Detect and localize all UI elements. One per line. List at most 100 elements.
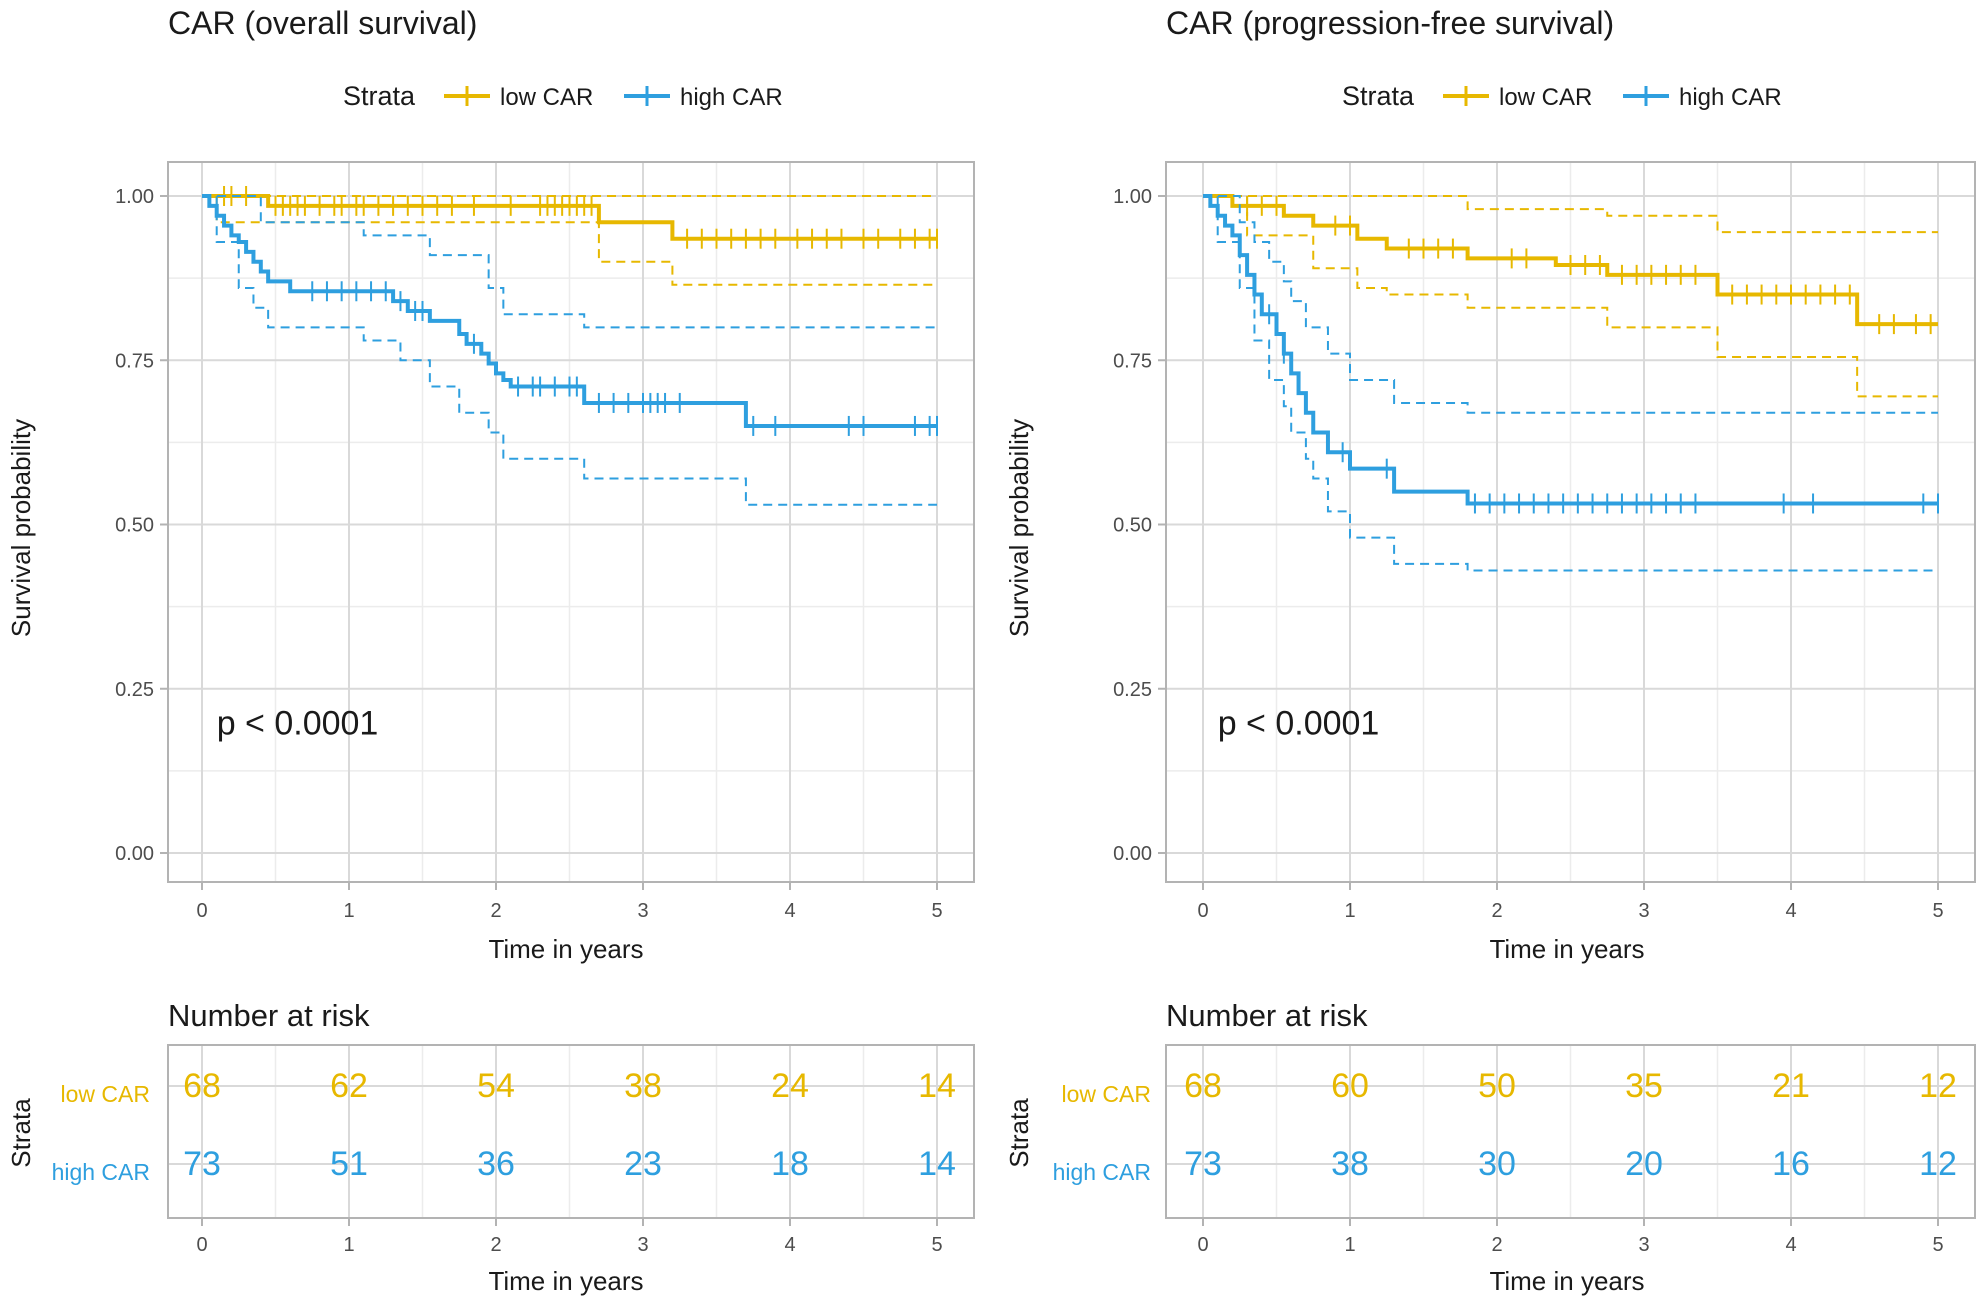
risk-x-axis-label: Time in years [488, 1266, 643, 1296]
risk-count-high: 51 [330, 1145, 368, 1183]
p-value-annotation: p < 0.0001 [1218, 705, 1380, 743]
risk-low-label: low CAR [61, 1081, 150, 1107]
risk-low-label: low CAR [1062, 1081, 1151, 1107]
ci-upper-high [202, 195, 937, 329]
survival-curve-high [1203, 194, 1938, 506]
y-axis-label: Survival probability [1004, 419, 1034, 637]
risk-x-tick-label: 4 [1785, 1234, 1796, 1256]
risk-x-tick-label: 3 [637, 1234, 648, 1256]
x-tick-label: 4 [784, 900, 795, 922]
risk-x-tick-label: 2 [1491, 1234, 1502, 1256]
plot-frame [1165, 161, 1976, 883]
plot-frame [167, 161, 975, 883]
legend-low-label: low CAR [500, 84, 593, 111]
risk-count-high: 16 [1772, 1145, 1810, 1183]
risk-x-axis-label: Time in years [1489, 1266, 1644, 1296]
risk-x-tick-label: 1 [343, 1234, 354, 1256]
x-tick-label: 3 [1638, 900, 1649, 922]
risk-x-tick-label: 5 [931, 1234, 942, 1256]
risk-count-low: 60 [1331, 1067, 1369, 1105]
risk-count-high: 14 [918, 1145, 956, 1183]
risk-x-tick-label: 0 [196, 1234, 207, 1256]
risk-count-low: 68 [183, 1067, 221, 1105]
y-tick-label: 0.00 [1113, 843, 1152, 865]
risk-count-high: 18 [771, 1145, 809, 1183]
x-tick-label: 3 [637, 900, 648, 922]
progression-free-survival-panel: CAR (progression-free survival) Strata l… [1004, 5, 1976, 1296]
risk-x-tick-label: 0 [1197, 1234, 1208, 1256]
y-tick-label: 0.75 [1113, 350, 1152, 372]
plot-background [168, 162, 974, 882]
overall-survival-panel: CAR (overall survival) Strata low CAR hi… [6, 5, 975, 1296]
chart-title: CAR (overall survival) [168, 5, 477, 41]
risk-high-label: high CAR [1053, 1159, 1151, 1185]
legend-high-label: high CAR [680, 84, 783, 111]
x-tick-label: 1 [1344, 900, 1355, 922]
ci-lower-high [202, 195, 937, 506]
risk-count-high: 73 [1184, 1145, 1222, 1183]
risk-table-title: Number at risk [168, 998, 370, 1033]
y-tick-label: 0.75 [115, 350, 154, 372]
risk-table-frame [1165, 1044, 1976, 1219]
y-tick-label: 1.00 [115, 186, 154, 208]
risk-count-low: 38 [624, 1067, 662, 1105]
plot-area: 0 1 2 3 4 5 0.00 0.25 0.50 0.75 1.00 p < 0.0001 [1113, 161, 1976, 922]
risk-count-high: 20 [1625, 1145, 1663, 1183]
legend-low-label: low CAR [1499, 84, 1592, 111]
risk-count-low: 21 [1772, 1067, 1810, 1105]
x-tick-label: 0 [1197, 900, 1208, 922]
ci-lower-high [1203, 195, 1938, 572]
risk-count-low: 24 [771, 1067, 809, 1105]
y-axis-label: Survival probability [6, 419, 36, 637]
risk-table-background [168, 1045, 974, 1218]
risk-strata-label: Strata [1004, 1098, 1034, 1168]
risk-count-low: 68 [1184, 1067, 1222, 1105]
risk-count-low: 35 [1625, 1067, 1663, 1105]
y-tick-label: 0.50 [115, 515, 154, 537]
series-low [202, 186, 938, 286]
risk-count-low: 54 [477, 1067, 515, 1105]
legend: Strata low CAR high CAR [343, 81, 783, 111]
risk-count-low: 62 [330, 1067, 368, 1105]
risk-count-high: 12 [1919, 1145, 1957, 1183]
x-tick-label: 0 [196, 900, 207, 922]
legend-title: Strata [343, 81, 416, 111]
risk-table-frame [167, 1044, 975, 1219]
y-tick-label: 0.50 [1113, 515, 1152, 537]
risk-x-tick-label: 3 [1638, 1234, 1649, 1256]
risk-strata-label: Strata [6, 1098, 36, 1168]
plot-area: 0 1 2 3 4 5 0.00 0.25 0.50 0.75 1.00 p < 0.0001 [115, 161, 975, 922]
risk-x-tick-label: 5 [1932, 1234, 1943, 1256]
risk-count-low: 14 [918, 1067, 956, 1105]
p-value-annotation: p < 0.0001 [217, 705, 379, 743]
risk-table-title: Number at risk [1166, 998, 1368, 1033]
risk-count-low: 50 [1478, 1067, 1516, 1105]
risk-x-tick-label: 2 [490, 1234, 501, 1256]
risk-count-high: 36 [477, 1145, 515, 1183]
survival-curve-low [202, 194, 937, 241]
risk-count-high: 73 [183, 1145, 221, 1183]
chart-title: CAR (progression-free survival) [1166, 5, 1614, 41]
y-tick-label: 0.00 [115, 843, 154, 865]
x-tick-label: 5 [1932, 900, 1943, 922]
x-axis-label: Time in years [1489, 934, 1644, 964]
x-tick-label: 1 [343, 900, 354, 922]
risk-x-tick-label: 4 [784, 1234, 795, 1256]
ci-upper-low [1203, 195, 1938, 234]
legend: Strata low CAR high CAR [1342, 81, 1782, 111]
risk-count-high: 38 [1331, 1145, 1369, 1183]
legend-high-label: high CAR [1679, 84, 1782, 111]
x-tick-label: 4 [1785, 900, 1796, 922]
x-axis-label: Time in years [488, 934, 643, 964]
series-high [1203, 194, 1939, 572]
y-tick-label: 0.25 [1113, 679, 1152, 701]
risk-count-low: 12 [1919, 1067, 1957, 1105]
y-tick-label: 0.25 [115, 679, 154, 701]
risk-count-high: 30 [1478, 1145, 1516, 1183]
ci-upper-high [1203, 195, 1938, 414]
series-high [202, 194, 938, 506]
risk-count-high: 23 [624, 1145, 662, 1183]
